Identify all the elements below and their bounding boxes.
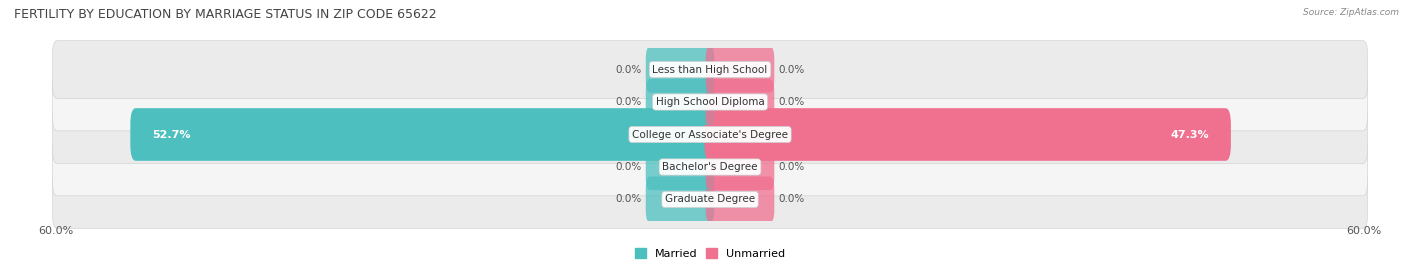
Text: 0.0%: 0.0% bbox=[779, 162, 804, 172]
Legend: Married, Unmarried: Married, Unmarried bbox=[630, 244, 790, 263]
Text: FERTILITY BY EDUCATION BY MARRIAGE STATUS IN ZIP CODE 65622: FERTILITY BY EDUCATION BY MARRIAGE STATU… bbox=[14, 8, 437, 21]
Text: Bachelor's Degree: Bachelor's Degree bbox=[662, 162, 758, 172]
Text: Source: ZipAtlas.com: Source: ZipAtlas.com bbox=[1303, 8, 1399, 17]
Text: 52.7%: 52.7% bbox=[152, 129, 191, 140]
Text: 47.3%: 47.3% bbox=[1170, 129, 1209, 140]
Text: 0.0%: 0.0% bbox=[779, 97, 804, 107]
Text: 0.0%: 0.0% bbox=[779, 65, 804, 75]
Text: 0.0%: 0.0% bbox=[616, 65, 641, 75]
FancyBboxPatch shape bbox=[645, 144, 714, 190]
FancyBboxPatch shape bbox=[52, 73, 1368, 131]
Text: 0.0%: 0.0% bbox=[616, 97, 641, 107]
FancyBboxPatch shape bbox=[645, 176, 714, 222]
Text: Graduate Degree: Graduate Degree bbox=[665, 194, 755, 204]
Text: High School Diploma: High School Diploma bbox=[655, 97, 765, 107]
FancyBboxPatch shape bbox=[52, 171, 1368, 228]
Text: 0.0%: 0.0% bbox=[779, 194, 804, 204]
FancyBboxPatch shape bbox=[706, 144, 775, 190]
FancyBboxPatch shape bbox=[52, 138, 1368, 196]
FancyBboxPatch shape bbox=[645, 79, 714, 125]
Text: College or Associate's Degree: College or Associate's Degree bbox=[633, 129, 787, 140]
FancyBboxPatch shape bbox=[704, 108, 1230, 161]
Text: Less than High School: Less than High School bbox=[652, 65, 768, 75]
FancyBboxPatch shape bbox=[706, 47, 775, 93]
Text: 0.0%: 0.0% bbox=[616, 162, 641, 172]
FancyBboxPatch shape bbox=[52, 106, 1368, 163]
FancyBboxPatch shape bbox=[131, 108, 716, 161]
Text: 0.0%: 0.0% bbox=[616, 194, 641, 204]
FancyBboxPatch shape bbox=[706, 79, 775, 125]
FancyBboxPatch shape bbox=[52, 41, 1368, 98]
FancyBboxPatch shape bbox=[706, 176, 775, 222]
FancyBboxPatch shape bbox=[645, 47, 714, 93]
